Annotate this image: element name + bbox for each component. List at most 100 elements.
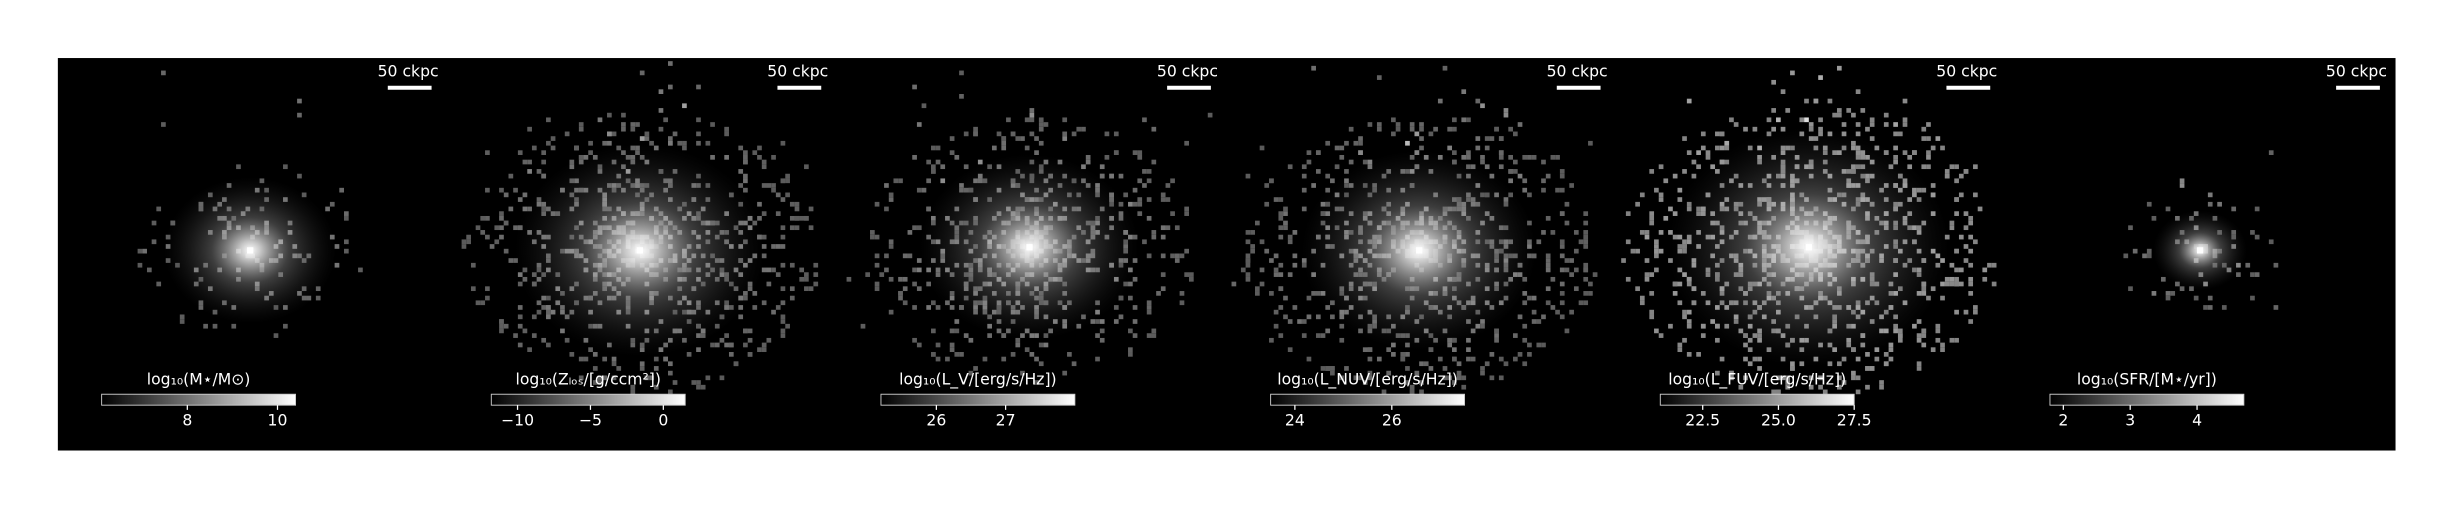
pixel — [1278, 197, 1284, 202]
pixel — [1287, 164, 1293, 170]
pixel — [926, 305, 932, 310]
pixel — [1146, 178, 1152, 184]
pixel — [1146, 333, 1152, 338]
pixel — [1113, 305, 1119, 310]
pixel — [743, 173, 748, 179]
pixel — [1038, 126, 1044, 132]
pixel — [743, 187, 748, 193]
pixel — [1930, 183, 1936, 188]
pixel — [1780, 126, 1786, 132]
pixel — [761, 164, 767, 170]
pixel — [1095, 319, 1100, 324]
pixel — [1419, 389, 1424, 395]
pixel — [696, 380, 701, 385]
pixel — [1644, 272, 1650, 277]
pixel — [607, 112, 612, 118]
pixel — [1099, 319, 1105, 324]
pixel — [344, 215, 349, 221]
pixel — [2146, 253, 2152, 259]
pixel — [1118, 173, 1124, 179]
pixel — [728, 352, 734, 357]
pixel — [1527, 154, 1532, 160]
pixel — [935, 145, 941, 151]
pixel — [1963, 309, 1969, 315]
pixel — [1752, 126, 1758, 132]
pixel — [583, 356, 589, 362]
pixel — [1269, 337, 1274, 343]
pixel — [916, 342, 922, 348]
pixel — [1592, 272, 1598, 277]
pixel — [743, 178, 748, 184]
pixel — [475, 300, 481, 306]
pixel — [1958, 173, 1964, 179]
pixel — [1785, 375, 1791, 381]
pixel — [935, 305, 941, 310]
pixel — [635, 122, 640, 127]
pixel — [672, 131, 678, 137]
pixel — [954, 319, 960, 324]
pixel — [1095, 333, 1100, 338]
pixel — [1128, 295, 1133, 301]
pixel — [724, 333, 729, 338]
pixel — [1668, 323, 1673, 329]
pixel — [682, 140, 687, 146]
pixel — [757, 347, 762, 353]
pixel — [1635, 286, 1640, 292]
pixel — [1982, 276, 1988, 282]
pixel — [1771, 389, 1777, 395]
pixel — [1339, 337, 1345, 343]
colorbar-tick-label: 0 — [658, 410, 668, 429]
pixel — [1038, 140, 1044, 146]
pixel — [1278, 215, 1284, 221]
pixel — [1517, 122, 1523, 127]
pixel — [1099, 337, 1105, 343]
core-pixel — [2196, 247, 2204, 254]
pixel — [1184, 211, 1190, 216]
pixel — [1498, 154, 1504, 160]
pixel — [541, 173, 547, 179]
pixel — [1752, 356, 1758, 362]
pixel — [1677, 187, 1683, 193]
pixel — [1841, 122, 1847, 127]
pixel — [1484, 136, 1490, 141]
pixel — [1358, 140, 1363, 146]
pixel — [1269, 291, 1274, 296]
pixel — [2128, 225, 2133, 231]
pixel — [1367, 375, 1373, 381]
pixel — [865, 272, 871, 277]
pixel — [517, 314, 523, 320]
pixel — [935, 342, 941, 348]
pixel — [1686, 319, 1692, 324]
pixel — [804, 215, 809, 221]
pixel — [1822, 389, 1828, 395]
pixel — [1259, 239, 1265, 245]
pixel — [794, 225, 800, 231]
colorbar-tick-label: 3 — [2125, 410, 2135, 429]
pixel — [517, 305, 523, 310]
pixel — [926, 178, 932, 184]
pixel — [1301, 333, 1307, 338]
pixel — [1559, 291, 1565, 296]
pixel — [1968, 319, 1974, 324]
pixel — [1531, 295, 1537, 301]
pixel — [1062, 117, 1068, 123]
pixel — [1250, 230, 1255, 235]
pixel — [1883, 352, 1889, 357]
pixel — [1113, 131, 1119, 137]
pixel — [1330, 366, 1335, 371]
pixel — [1325, 173, 1331, 179]
pixel — [1940, 145, 1945, 151]
pixel — [710, 154, 715, 160]
pixel — [1264, 248, 1270, 254]
pixel — [1527, 352, 1532, 357]
pixel — [959, 352, 964, 357]
pixel — [1888, 342, 1894, 348]
pixel — [761, 159, 767, 165]
pixel — [1991, 262, 1997, 268]
pixel — [1907, 154, 1913, 160]
pixel — [1654, 267, 1659, 273]
pixel — [1461, 117, 1467, 123]
pixel — [644, 136, 650, 141]
pixel — [461, 244, 467, 249]
pixel — [611, 375, 617, 381]
